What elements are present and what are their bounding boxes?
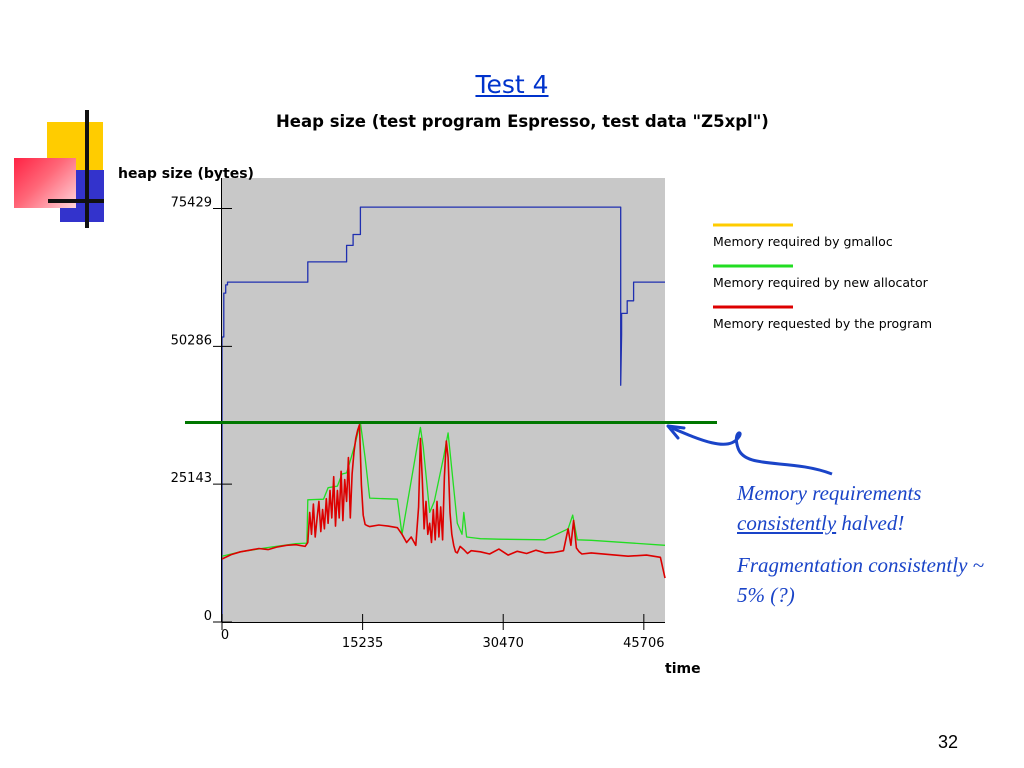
annotation-consistently-underlined: consistently xyxy=(737,511,837,535)
callout-arrow xyxy=(671,426,833,476)
x-tick-label: 15235 xyxy=(342,636,383,651)
legend-label-0: Memory required by gmalloc xyxy=(713,234,893,249)
legend-label-1: Memory required by new allocator xyxy=(713,275,929,290)
annotation-text: Memory requirements consistently halved!… xyxy=(737,478,1007,622)
slide-title-link[interactable]: Test 4 xyxy=(475,70,549,99)
x-axis-label: time xyxy=(665,661,701,677)
logo-horizontal-bar xyxy=(48,199,104,203)
x-tick-label: 30470 xyxy=(483,636,524,651)
x-tick-label: 0 xyxy=(221,628,229,643)
annotation-line1-part1: Memory requirements xyxy=(737,481,922,505)
y-tick-label: 0 xyxy=(204,609,212,624)
series-line-2 xyxy=(221,423,666,579)
callout-arrowhead xyxy=(666,424,686,440)
series-line-0 xyxy=(221,206,665,622)
chart-title: Heap size (test program Espresso, test d… xyxy=(276,112,769,131)
plot-background xyxy=(222,178,665,622)
logo-vertical-bar xyxy=(85,110,89,228)
series-line-1 xyxy=(221,421,666,557)
series-group xyxy=(221,206,666,622)
y-tick-label: 75429 xyxy=(171,196,212,211)
slide-logo xyxy=(0,0,110,240)
ticks-group: 0 25143 50286 75429 0 15235 30470 45706 xyxy=(171,196,665,651)
y-tick-label: 50286 xyxy=(171,333,212,348)
legend-label-2: Memory requested by the program xyxy=(713,316,932,331)
annotation-line1-part3: halved! xyxy=(836,511,905,535)
x-tick-label: 45706 xyxy=(623,636,664,651)
annotation-requirements: Memory requirements consistently halved! xyxy=(737,478,1007,538)
page-number: 32 xyxy=(938,732,959,752)
legend: Memory required by gmalloc Memory require… xyxy=(713,223,932,331)
annotation-fragmentation: Fragmentation consistently ~ 5% (?) xyxy=(737,553,984,607)
y-axis-label: heap size (bytes) xyxy=(118,166,254,182)
y-tick-label: 25143 xyxy=(171,471,212,486)
